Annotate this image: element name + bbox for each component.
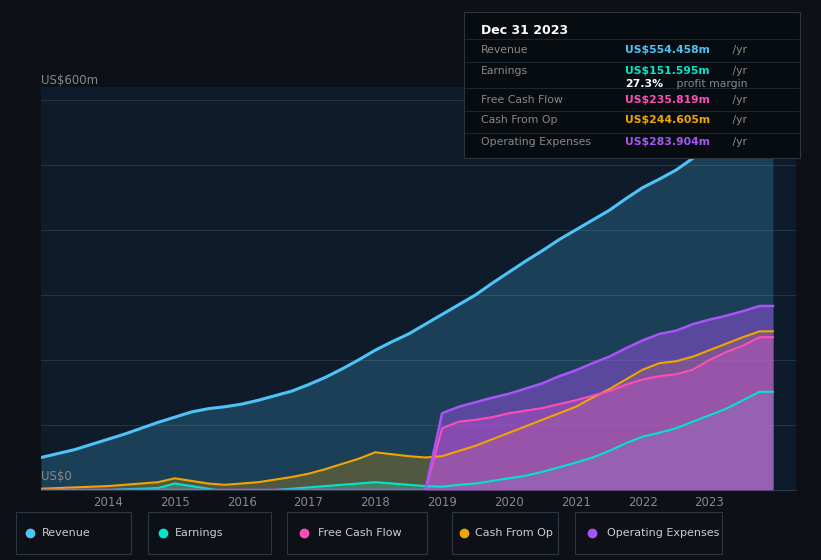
Text: US$244.605m: US$244.605m: [626, 115, 710, 125]
Text: Revenue: Revenue: [481, 45, 528, 55]
Text: US$283.904m: US$283.904m: [626, 137, 710, 147]
Text: /yr: /yr: [729, 115, 747, 125]
Text: US$554.458m: US$554.458m: [626, 45, 710, 55]
Text: Operating Expenses: Operating Expenses: [481, 137, 590, 147]
Text: /yr: /yr: [729, 45, 747, 55]
Text: Free Cash Flow: Free Cash Flow: [481, 95, 562, 105]
Text: Free Cash Flow: Free Cash Flow: [318, 529, 401, 538]
Text: Revenue: Revenue: [42, 529, 90, 538]
Text: /yr: /yr: [729, 95, 747, 105]
Text: Cash From Op: Cash From Op: [481, 115, 557, 125]
Text: Earnings: Earnings: [481, 66, 528, 76]
Text: US$151.595m: US$151.595m: [626, 66, 710, 76]
Text: US$600m: US$600m: [41, 74, 99, 87]
Text: Dec 31 2023: Dec 31 2023: [481, 24, 568, 37]
Text: Cash From Op: Cash From Op: [475, 529, 553, 538]
Text: /yr: /yr: [729, 66, 747, 76]
Text: US$235.819m: US$235.819m: [626, 95, 710, 105]
Text: profit margin: profit margin: [672, 78, 747, 88]
Text: Operating Expenses: Operating Expenses: [608, 529, 719, 538]
Text: 27.3%: 27.3%: [626, 78, 663, 88]
Text: Earnings: Earnings: [175, 529, 223, 538]
Text: US$0: US$0: [41, 470, 71, 483]
Text: /yr: /yr: [729, 137, 747, 147]
